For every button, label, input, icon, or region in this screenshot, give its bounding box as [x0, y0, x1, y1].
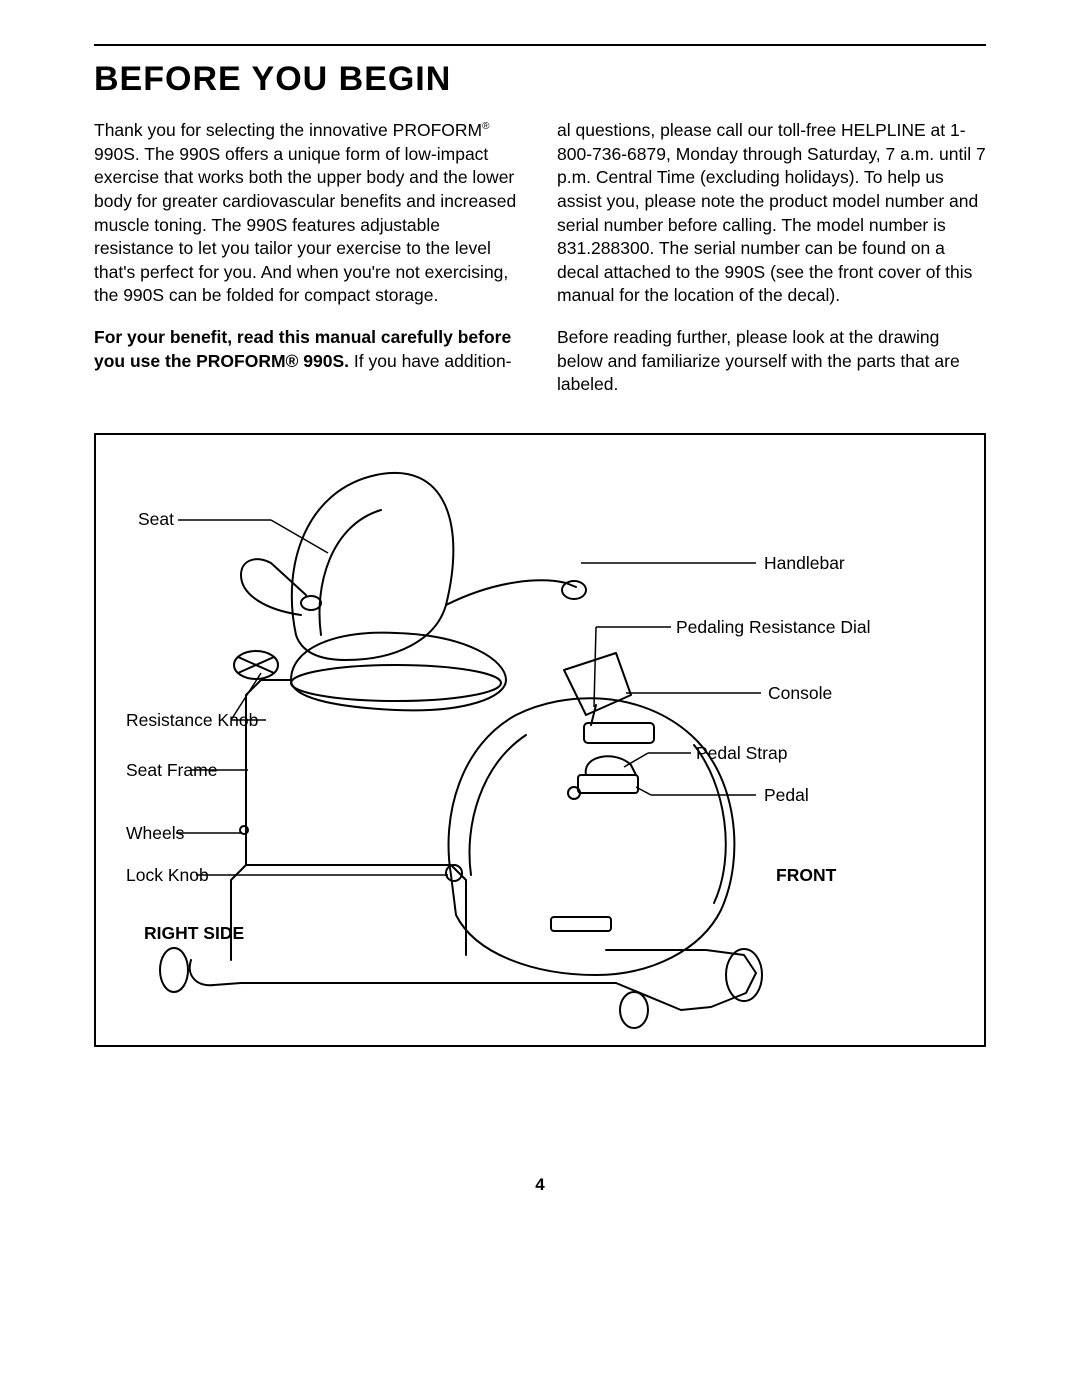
bike-illustration [96, 435, 984, 1045]
page-title: BEFORE YOU BEGIN [94, 60, 986, 99]
label-pedaling-resistance-dial: Pedaling Resistance Dial [676, 617, 871, 638]
top-rule [94, 44, 986, 46]
label-pedal-strap: Pedal Strap [696, 743, 787, 764]
page-number: 4 [0, 1175, 1080, 1195]
label-resistance-knob: Resistance Knob [126, 710, 258, 731]
intro-text-b: 990S. The 990S offers a unique form of l… [94, 144, 516, 306]
label-lock-knob: Lock Knob [126, 865, 209, 886]
label-handlebar: Handlebar [764, 553, 845, 574]
label-wheels: Wheels [126, 823, 184, 844]
column-right: al questions, please call our toll-free … [557, 119, 986, 415]
benefit-paragraph: For your benefit, read this manual caref… [94, 326, 523, 373]
drawing-paragraph: Before reading further, please look at t… [557, 326, 986, 397]
benefit-rest: If you have addition- [349, 351, 511, 371]
label-front: FRONT [776, 865, 836, 886]
intro-text-a: Thank you for selecting the innovative P… [94, 120, 482, 140]
helpline-paragraph: al questions, please call our toll-free … [557, 119, 986, 308]
label-pedal: Pedal [764, 785, 809, 806]
parts-diagram: Seat Resistance Knob Seat Frame Wheels L… [94, 433, 986, 1047]
label-right-side: RIGHT SIDE [144, 923, 244, 944]
intro-paragraph: Thank you for selecting the innovative P… [94, 119, 523, 308]
label-seat: Seat [138, 509, 174, 530]
registered-mark: ® [482, 121, 489, 132]
label-seat-frame: Seat Frame [126, 760, 217, 781]
column-left: Thank you for selecting the innovative P… [94, 119, 523, 415]
label-console: Console [768, 683, 832, 704]
body-columns: Thank you for selecting the innovative P… [94, 119, 986, 415]
